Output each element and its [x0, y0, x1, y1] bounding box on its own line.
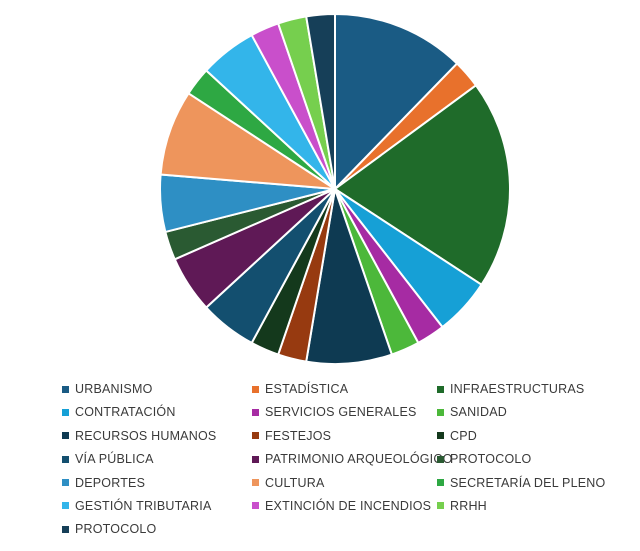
legend-swatch	[252, 502, 259, 510]
legend-item: SECRETARÍA DEL PLENO	[437, 474, 622, 492]
legend-swatch	[437, 385, 444, 393]
legend-label: URBANISMO	[75, 382, 153, 396]
legend-label: SECRETARÍA DEL PLENO	[450, 475, 606, 490]
pie-slice-3	[334, 84, 511, 286]
legend-label: SANIDAD	[450, 405, 507, 420]
legend-swatch	[437, 502, 444, 510]
legend-label: INFRAESTRUCTURAS	[450, 382, 585, 396]
legend-swatch	[437, 479, 444, 487]
legend-item: CONTRATACIÓN	[62, 403, 252, 421]
legend-item: FESTEJOS	[252, 427, 437, 445]
legend-item: URBANISMO	[62, 380, 252, 398]
pie-slice-19	[305, 13, 336, 190]
legend-label: RRHH	[450, 498, 487, 513]
legend-label: DEPORTES	[75, 475, 146, 490]
legend-item: EXTINCIÓN DE INCENDIOS	[252, 497, 437, 515]
legend-item: PROTOCOLO	[437, 450, 622, 468]
legend-item: INFRAESTRUCTURAS	[437, 380, 622, 398]
legend-swatch	[437, 432, 444, 440]
legend-item: CPD	[437, 427, 622, 445]
legend-label: ESTADÍSTICA	[265, 382, 349, 396]
legend-swatch	[62, 525, 69, 533]
legend-swatch	[252, 432, 259, 440]
legend-label: PATRIMONIO ARQUEOLÓGICO	[265, 452, 453, 467]
legend-item: SERVICIOS GENERALES	[252, 403, 437, 421]
legend-label: CONTRATACIÓN	[75, 405, 176, 420]
legend-swatch	[62, 408, 69, 416]
legend-swatch	[62, 432, 69, 440]
legend-label: FESTEJOS	[265, 428, 332, 443]
legend-swatch	[252, 455, 259, 463]
legend-label: RECURSOS HUMANOS	[75, 428, 217, 443]
legend-swatch	[252, 479, 259, 487]
legend-swatch	[437, 408, 444, 416]
legend-label: CULTURA	[265, 475, 325, 490]
legend-item: VÍA PÚBLICA	[62, 450, 252, 468]
legend-item: GESTIÓN TRIBUTARIA	[62, 497, 252, 515]
legend-item: ESTADÍSTICA	[252, 380, 437, 398]
legend-swatch	[437, 455, 444, 463]
legend-label: CPD	[450, 428, 477, 443]
pie-plot	[159, 13, 511, 365]
legend-swatch	[62, 385, 69, 393]
legend-item: PATRIMONIO ARQUEOLÓGICO	[252, 450, 452, 468]
legend-label: VÍA PÚBLICA	[75, 452, 154, 467]
pie-slice-1	[334, 13, 459, 190]
legend-item: SANIDAD	[437, 403, 622, 421]
legend-label: PROTOCOLO	[75, 522, 157, 537]
legend-swatch	[252, 385, 259, 393]
legend-swatch	[62, 455, 69, 463]
legend-item: RECURSOS HUMANOS	[62, 427, 252, 445]
legend-swatch	[62, 479, 69, 487]
legend-item: RRHH	[437, 497, 622, 515]
legend-label: SERVICIOS GENERALES	[265, 405, 417, 420]
legend-item: CULTURA	[252, 474, 437, 492]
legend-label: GESTIÓN TRIBUTARIA	[75, 498, 212, 513]
legend-swatch	[252, 408, 259, 416]
legend-item: DEPORTES	[62, 474, 252, 492]
legend-swatch	[62, 502, 69, 510]
legend: URBANISMO ESTADÍSTICA INFRAESTRUCTURAS CONT…	[62, 380, 622, 538]
legend-label: PROTOCOLO	[450, 452, 532, 467]
legend-item: PROTOCOLO	[62, 520, 252, 538]
legend-label: EXTINCIÓN DE INCENDIOS	[265, 498, 432, 513]
